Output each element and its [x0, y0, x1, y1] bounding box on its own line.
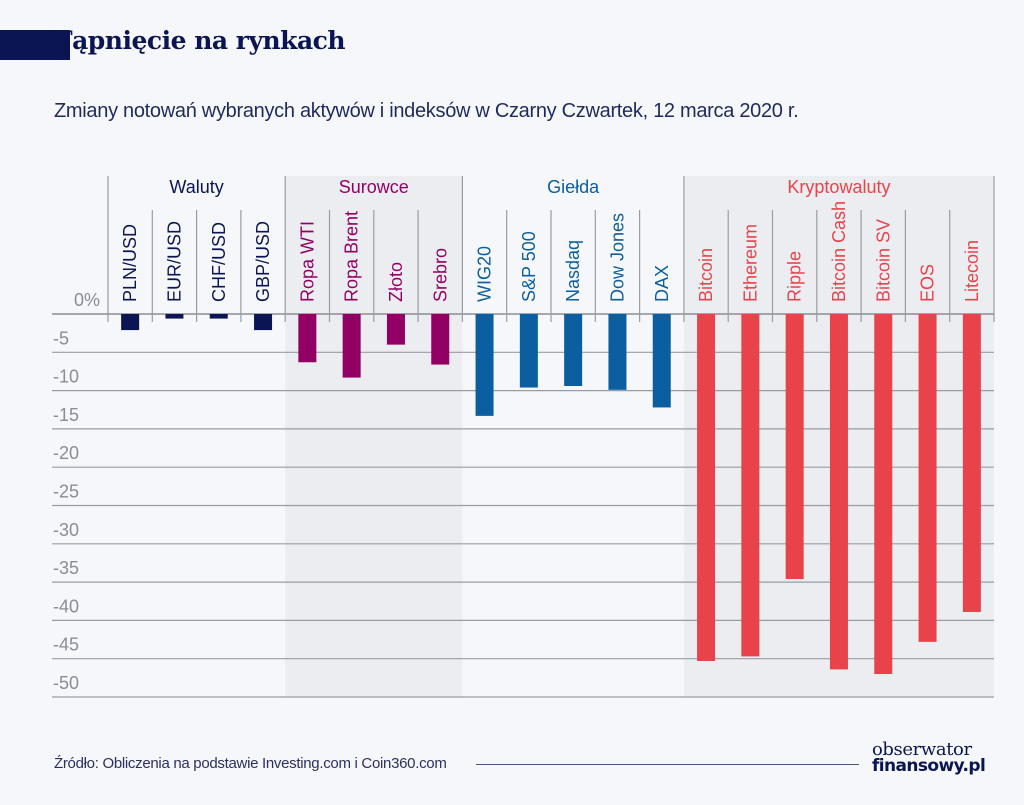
bar-bitcoin: [697, 314, 716, 661]
y-tick-label: -30: [53, 520, 79, 540]
y-tick-label: -10: [53, 367, 79, 387]
category-label: EUR/USD: [164, 221, 184, 302]
bar-ropa-brent: [342, 314, 361, 378]
group-label-waluty: Waluty: [169, 177, 223, 197]
category-label: Złoto: [386, 262, 406, 302]
category-label: PLN/USD: [120, 224, 140, 302]
bar-pln-usd: [121, 314, 140, 331]
bar-s-p-500: [519, 314, 538, 388]
category-label: GBP/USD: [253, 221, 273, 302]
bar-chart: 0%-5 -10 -15 -20 -25 -30 -35 -40 -45 -50 Waluty PLN…: [52, 176, 995, 698]
bar-dow-jones: [608, 314, 627, 390]
labels: 0%-5 -10 -15 -20 -25 -30 -35 -40 -45 -50 Waluty PLN…: [53, 177, 982, 693]
y-tick-label: -15: [53, 405, 79, 425]
title-accent-bar: [0, 30, 70, 60]
y-tick-label: -40: [53, 596, 79, 616]
bar-litecoin: [962, 314, 981, 612]
bar-gbp-usd: [254, 314, 273, 331]
y-tick-label: -50: [53, 673, 79, 693]
logo-line-1: obserwator: [872, 739, 972, 760]
bar-ripple: [785, 314, 804, 580]
bar-chf-usd: [209, 314, 228, 319]
group-label-giełda: Giełda: [547, 177, 600, 197]
category-label: Srebro: [430, 248, 450, 302]
bars: [121, 314, 981, 675]
bar-bitcoin-sv: [874, 314, 893, 675]
y-tick-label: -35: [53, 558, 79, 578]
publisher-logo: obserwator finansowy.pl: [872, 739, 986, 776]
source-note: Źródło: Obliczenia na podstawie Investin…: [54, 755, 447, 772]
bar-ropa-wti: [298, 314, 317, 363]
chart-subtitle: Zmiany notowań wybranych aktywów i indek…: [54, 100, 799, 122]
category-label: Litecoin: [962, 240, 982, 302]
bar-wig20: [475, 314, 494, 416]
category-label: Bitcoin Cash: [829, 201, 849, 302]
category-label: DAX: [652, 265, 672, 302]
bar-bitcoin-cash: [829, 314, 848, 670]
chart-title: Tąpnięcie na rynkach: [54, 26, 346, 55]
bar-eur-usd: [165, 314, 184, 319]
y-tick-label: -45: [53, 635, 79, 655]
footer-divider: [476, 764, 859, 765]
category-label: Ropa Brent: [342, 211, 362, 302]
bar-z-oto: [386, 314, 405, 345]
column-dividers: [107, 176, 995, 322]
group-label-kryptowaluty: Kryptowaluty: [787, 177, 890, 197]
category-label: S&P 500: [519, 231, 539, 302]
category-label: EOS: [918, 264, 938, 302]
y-tick-label: -25: [53, 482, 79, 502]
group-label-surowce: Surowce: [339, 177, 409, 197]
category-label: Dow Jones: [607, 213, 627, 302]
bar-dax: [652, 314, 671, 408]
category-label: Nasdaq: [563, 240, 583, 302]
category-label: Ropa WTI: [297, 221, 317, 302]
y-tick-label: -5: [53, 328, 69, 348]
category-label: Ripple: [785, 251, 805, 302]
category-label: Bitcoin: [696, 248, 716, 302]
category-label: WIG20: [475, 246, 495, 302]
y-tick-label: -20: [53, 443, 79, 463]
y-tick-label: 0%: [74, 290, 100, 310]
bar-srebro: [431, 314, 450, 365]
category-label: CHF/USD: [209, 222, 229, 302]
logo-line-2: finansowy.pl: [872, 756, 986, 776]
category-label: Ethereum: [740, 224, 760, 302]
bar-eos: [918, 314, 937, 642]
category-label: Bitcoin SV: [873, 219, 893, 302]
bar-ethereum: [741, 314, 760, 657]
bar-nasdaq: [564, 314, 583, 387]
